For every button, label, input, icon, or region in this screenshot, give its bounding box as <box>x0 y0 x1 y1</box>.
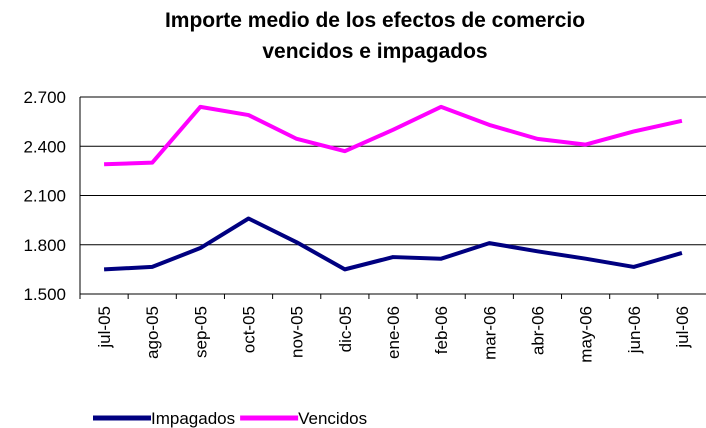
x-tick-label: mar-06 <box>480 306 499 360</box>
x-tick-label: jul-05 <box>95 306 114 349</box>
x-tick-label: may-06 <box>577 306 596 363</box>
x-tick-label: oct-05 <box>240 306 259 353</box>
y-tick-label: 2.700 <box>23 88 66 107</box>
x-tick-label: jul-06 <box>673 306 692 349</box>
legend-label: Impagados <box>151 409 235 428</box>
x-tick-label: abr-06 <box>528 306 547 355</box>
x-tick-label: jun-06 <box>625 306 644 354</box>
y-tick-label: 1.800 <box>23 236 66 255</box>
x-tick-label: ene-06 <box>384 306 403 359</box>
y-tick-label: 2.400 <box>23 137 66 156</box>
x-tick-label: dic-05 <box>336 306 355 352</box>
line-series <box>104 104 683 167</box>
x-tick-label: nov-05 <box>288 306 307 358</box>
legend-label: Vencidos <box>298 409 367 428</box>
y-tick-label: 1.500 <box>23 285 66 304</box>
x-tick-label: sep-05 <box>191 306 210 358</box>
chart-title: Importe medio de los efectos de comercio… <box>165 9 585 63</box>
y-tick-label: 2.100 <box>23 187 66 206</box>
line-series <box>103 216 683 272</box>
x-tick-label: feb-06 <box>432 306 451 354</box>
x-tick-label: ago-05 <box>143 306 162 359</box>
